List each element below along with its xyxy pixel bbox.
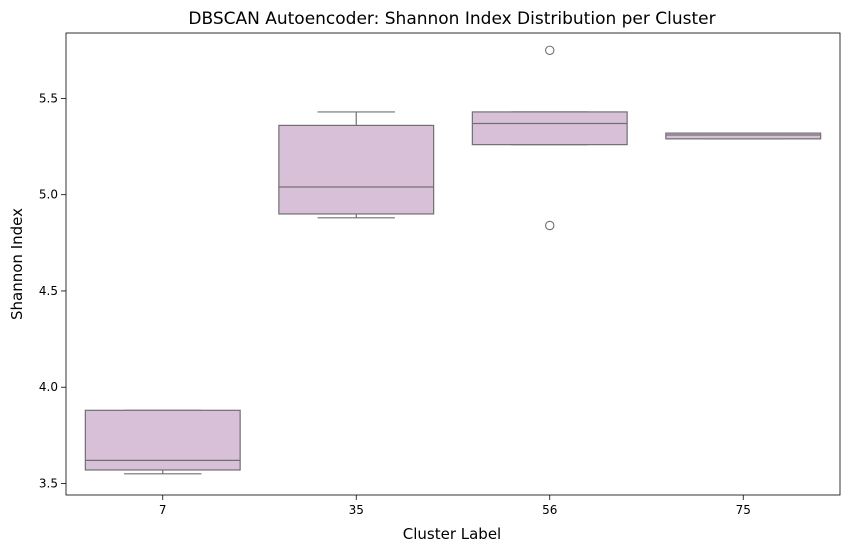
box-cluster-7 — [84, 409, 241, 471]
outlier-point — [544, 220, 555, 231]
y-tick-label: 5.0 — [39, 188, 58, 202]
x-tick-label: 56 — [542, 503, 557, 517]
x-tick-label: 35 — [349, 503, 364, 517]
y-tick-label: 3.5 — [39, 476, 58, 490]
x-tick-label: 75 — [736, 503, 751, 517]
chart-title: DBSCAN Autoencoder: Shannon Index Distri… — [188, 9, 715, 29]
plot-area: 3.5 4.0 4.5 5.0 5.5 7 35 56 75 — [39, 45, 822, 517]
y-axis-label: Shannon Index — [8, 208, 26, 320]
outlier-point — [544, 45, 555, 56]
box-cluster-56 — [471, 111, 628, 146]
plot-frame — [65, 32, 841, 496]
y-tick-label: 4.0 — [39, 380, 58, 394]
y-tick-label: 4.5 — [39, 284, 58, 298]
box-cluster-75 — [665, 132, 822, 140]
x-axis-label: Cluster Label — [403, 525, 501, 543]
y-tick-label: 5.5 — [39, 91, 58, 105]
x-tick-label: 7 — [159, 503, 167, 517]
box-cluster-35 — [278, 124, 435, 215]
